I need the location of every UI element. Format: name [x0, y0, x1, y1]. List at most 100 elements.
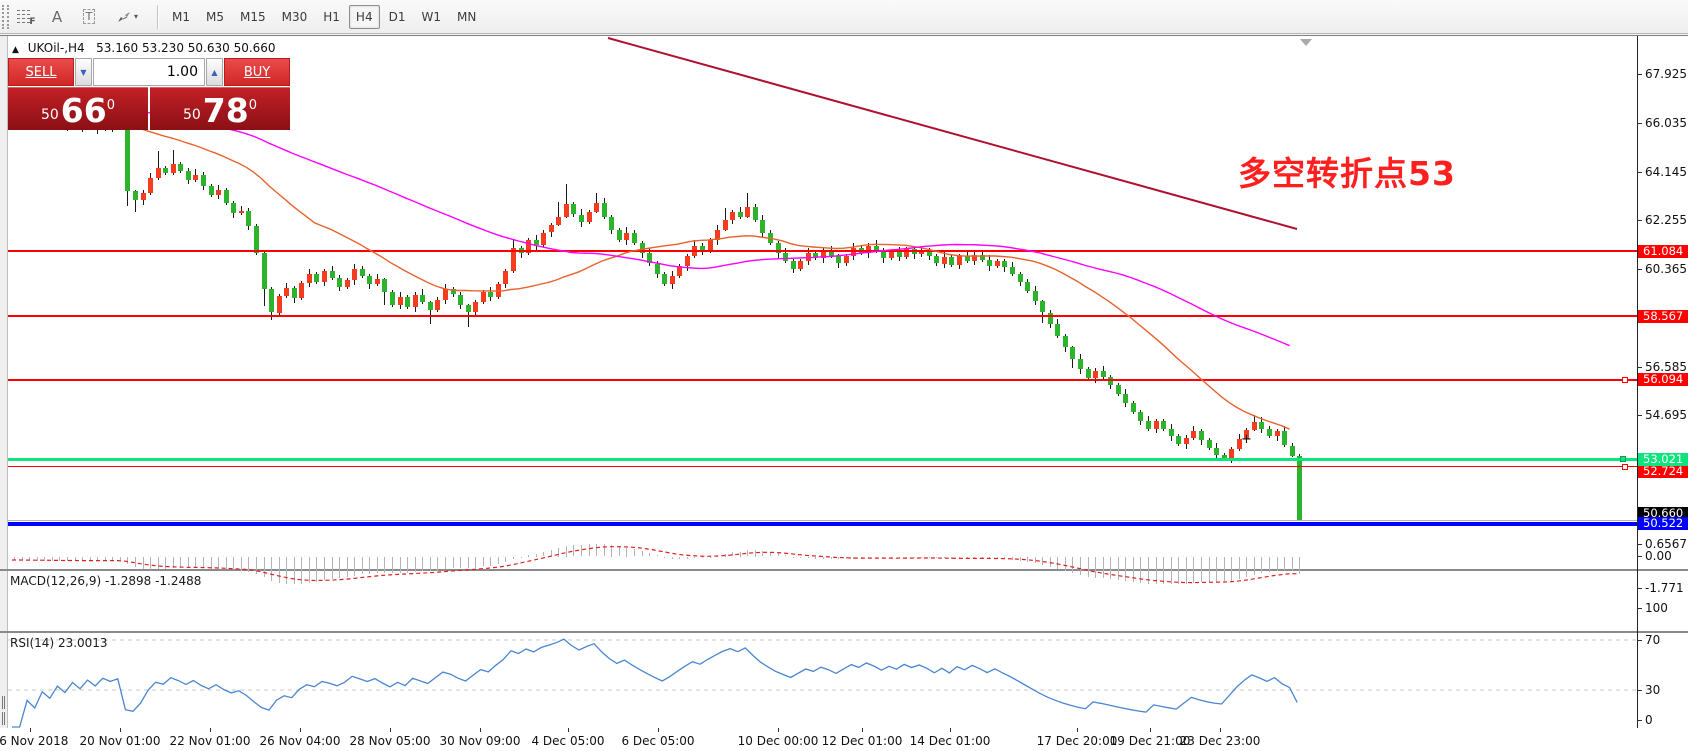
candle-body [609, 217, 615, 230]
candle-body [155, 168, 161, 179]
macd-bar [989, 556, 991, 559]
candle-body [843, 255, 849, 264]
macd-bar [656, 554, 658, 557]
horizontal-line-58.567[interactable] [8, 315, 1637, 317]
macd-bar [535, 553, 537, 557]
macd-bar [44, 556, 46, 561]
arrows-tool[interactable]: ▾ [106, 4, 148, 30]
candle-body [322, 271, 327, 282]
macd-bar [800, 556, 802, 558]
arrow-down-icon: ▼ [80, 67, 87, 77]
timeframe-button-m5[interactable]: M5 [206, 9, 224, 24]
chevron-down-icon: ▾ [133, 12, 138, 21]
timeframe-button-w1[interactable]: W1 [421, 9, 441, 24]
collapse-panel-icon[interactable]: ▲ [12, 45, 19, 55]
ask-pipette: 0 [248, 98, 258, 113]
macd-bar [838, 556, 839, 560]
time-label: 6 Dec 05:00 [621, 734, 695, 748]
candle-body [284, 288, 290, 296]
splitter-grip[interactable] [2, 696, 5, 709]
text-label-tool[interactable]: A [42, 4, 72, 30]
rsi-panel-splitter[interactable] [0, 631, 1688, 633]
macd-bar [482, 556, 484, 567]
horizontal-line-52.724[interactable] [8, 466, 1637, 468]
horizontal-line-53.021[interactable] [8, 457, 1637, 461]
bid-price-box[interactable]: 50 66 0 [8, 87, 148, 130]
line-handle[interactable] [1622, 463, 1628, 470]
volume-decrease-button[interactable]: ▼ [75, 58, 92, 86]
chart-shift-marker[interactable] [1300, 39, 1312, 46]
candle-body [133, 191, 138, 201]
timeframe-button-mn[interactable]: MN [456, 9, 477, 24]
candle-body [972, 254, 978, 261]
macd-bar [770, 551, 771, 557]
timeframe-button-h4[interactable]: H4 [348, 4, 380, 29]
horizontal-line-56.094[interactable] [8, 378, 1637, 381]
time-axis[interactable]: 16 Nov 2018 20 Nov 01:00 22 Nov 01:00 26 No… [0, 728, 1688, 751]
candle-body [503, 271, 509, 285]
candle-body [563, 204, 569, 218]
timeframe-button-h1[interactable]: H1 [323, 9, 340, 24]
macd-bar [717, 555, 719, 557]
candle-body [246, 210, 252, 227]
rsi-tick-label: 30 [1638, 683, 1688, 697]
candle-body [163, 168, 169, 174]
macd-bar [407, 556, 409, 573]
price-tick-label: 54.695 [1638, 409, 1688, 422]
volume-input[interactable]: 1.00 [93, 58, 205, 86]
timeframe-button-m30[interactable]: M30 [281, 9, 308, 24]
macd-bar [868, 556, 870, 559]
text-box-tool[interactable]: T [74, 4, 104, 30]
macd-bar [1042, 556, 1044, 565]
line-handle[interactable] [1620, 456, 1626, 463]
macd-bar [739, 551, 741, 557]
price-axis[interactable]: 67.925 66.035 64.145 62.255 60.365 56.585 54.6… [1638, 36, 1688, 751]
horizontal-line-50.66[interactable] [8, 519, 1637, 521]
candle-body [752, 206, 758, 220]
buy-button[interactable]: BUY [224, 58, 290, 86]
time-tick [300, 728, 301, 732]
macd-bar [815, 556, 817, 559]
macd-bar [66, 556, 68, 561]
candle-body [367, 276, 373, 285]
macd-bar [981, 556, 983, 559]
bid-pipette: 0 [106, 98, 116, 113]
candle-body [1146, 420, 1151, 429]
timeframe-button-m1[interactable]: M1 [172, 9, 190, 24]
timeframe-button-d1[interactable]: D1 [388, 9, 406, 24]
macd-bar [943, 556, 945, 559]
macd-panel-splitter[interactable] [0, 569, 1688, 571]
macd-bar [1178, 556, 1180, 585]
candle-body [261, 253, 267, 290]
macd-bar [936, 556, 938, 559]
macd-bar [1117, 556, 1119, 581]
macd-bar [1253, 556, 1255, 575]
time-label: 17 Dec 20:00 [1036, 734, 1118, 748]
fibonacci-retracement-tool[interactable]: F [10, 4, 40, 30]
price-tick-label: 60.365 [1638, 263, 1688, 276]
macd-bar [694, 556, 696, 559]
sell-button[interactable]: SELL [8, 58, 74, 86]
chart-text-annotation[interactable]: 多空转折点53 [1238, 154, 1456, 193]
price-badge: 61.084 [1638, 244, 1688, 258]
splitter-grip[interactable] [2, 712, 5, 725]
candle-body [1168, 428, 1174, 437]
candle-body [1274, 431, 1280, 437]
candle-body [987, 259, 993, 267]
time-tick [778, 728, 779, 732]
candle-body [836, 255, 841, 264]
toolbar-grip[interactable] [2, 4, 9, 29]
macd-bar [399, 556, 401, 573]
horizontal-line-61.084[interactable] [8, 250, 1637, 252]
candle-body [684, 255, 690, 267]
volume-increase-button[interactable]: ▲ [206, 58, 223, 86]
ask-price-box[interactable]: 50 78 0 [150, 87, 290, 130]
line-handle[interactable] [1622, 376, 1628, 383]
timeframe-button-m15[interactable]: M15 [240, 9, 266, 24]
macd-bar [974, 556, 976, 559]
horizontal-line-50.522[interactable] [8, 521, 1637, 526]
candle-body [352, 268, 358, 281]
macd-bar [331, 556, 333, 580]
macd-bar [1087, 556, 1089, 577]
